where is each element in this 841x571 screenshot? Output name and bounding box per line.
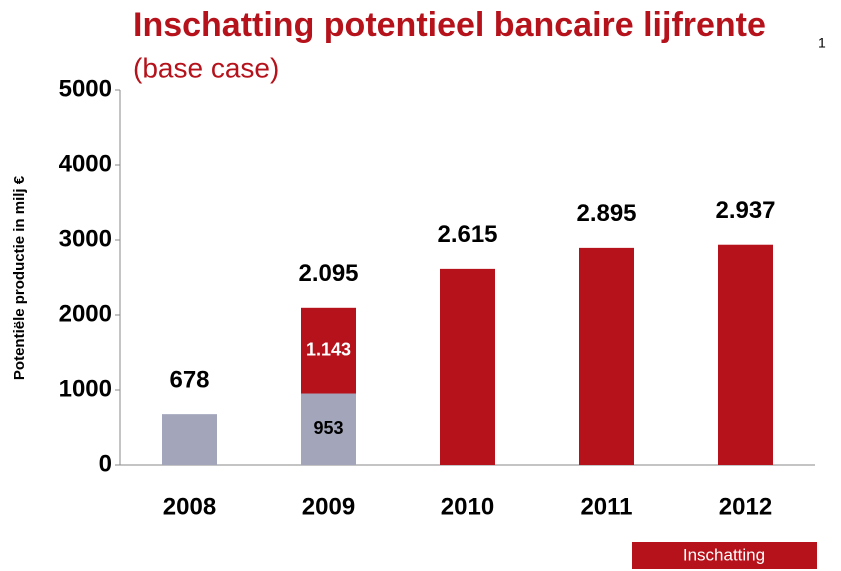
bar-segment xyxy=(301,307,356,394)
bar-segment xyxy=(301,393,356,465)
x-tick-label: 2012 xyxy=(719,493,772,520)
x-tick-label: 2010 xyxy=(441,493,494,520)
y-tick-label: 3000 xyxy=(59,225,112,252)
data-label: 678 xyxy=(169,366,209,393)
legend-label: Inschatting xyxy=(683,545,765,564)
bar-segment xyxy=(718,244,773,465)
chart-title: Inschatting potentieel bancaire lijfrent… xyxy=(133,6,766,44)
legend-swatch xyxy=(632,542,817,569)
total-label: 2.095 xyxy=(298,260,358,287)
data-label: 2.615 xyxy=(437,221,497,248)
y-tick-label: 5000 xyxy=(59,75,112,102)
y-axis-label: Potentiële productie in milj € xyxy=(11,175,28,380)
data-label: 2.937 xyxy=(715,197,775,224)
bar-segment xyxy=(440,268,495,465)
data-label: 2.895 xyxy=(576,200,636,227)
bar-segment xyxy=(579,247,634,465)
bar-segment xyxy=(162,414,217,465)
data-label: 1.143 xyxy=(306,339,351,359)
subtitle: (base case) xyxy=(133,52,279,83)
x-tick-label: 2011 xyxy=(580,493,632,520)
y-tick-label: 1000 xyxy=(59,375,112,402)
x-tick-label: 2008 xyxy=(163,493,216,520)
data-label: 953 xyxy=(313,418,343,438)
y-tick-label: 2000 xyxy=(59,300,112,327)
title-note: 1 xyxy=(818,35,826,51)
x-tick-label: 2009 xyxy=(302,493,355,520)
y-tick-label: 4000 xyxy=(59,150,112,177)
y-tick-label: 0 xyxy=(99,450,112,477)
